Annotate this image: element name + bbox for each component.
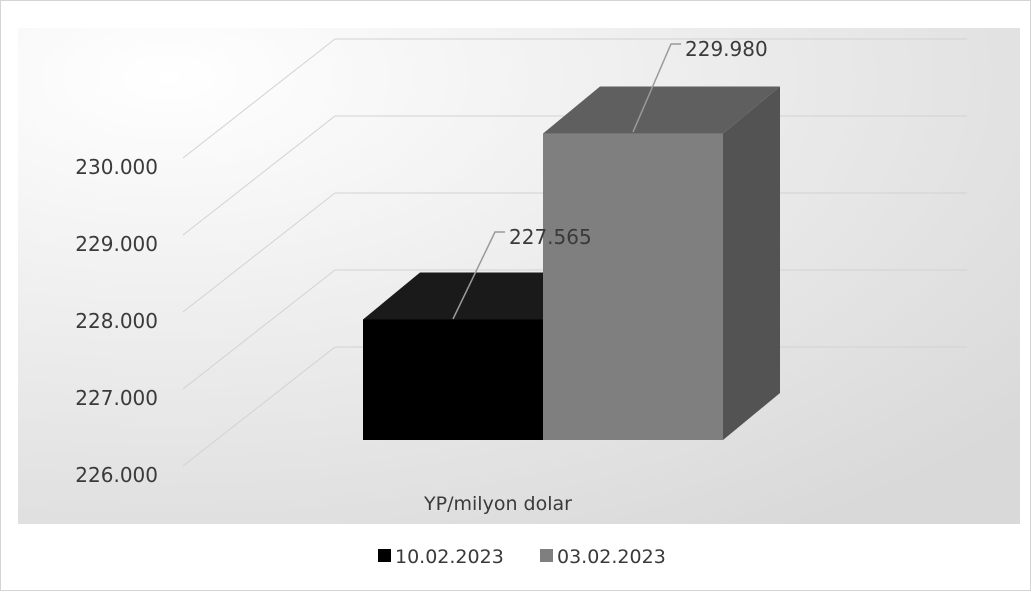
data-label: 227.565	[509, 225, 592, 249]
legend: 10.02.2023 03.02.2023	[378, 546, 666, 568]
y-tick-label: 227.000	[75, 386, 158, 410]
gridline-diagonal	[182, 269, 336, 390]
data-label: 229.980	[685, 37, 768, 61]
gridline-diagonal	[182, 115, 336, 236]
bar-front-face	[543, 133, 723, 441]
category-label: YP/milyon dolar	[423, 493, 572, 515]
gridline-diagonal	[182, 192, 336, 313]
legend-label: 03.02.2023	[557, 546, 666, 568]
bar-top-face	[363, 272, 600, 320]
y-tick-label: 230.000	[75, 155, 158, 179]
y-tick-label: 226.000	[75, 463, 158, 487]
data-labels: 227.565 229.980	[452, 37, 768, 320]
gridline-diagonal	[182, 38, 336, 159]
data-label-leader	[632, 43, 681, 133]
y-tick-label: 229.000	[75, 232, 158, 256]
legend-label: 10.02.2023	[395, 546, 504, 568]
bars	[363, 86, 780, 441]
y-tick-label: 228.000	[75, 309, 158, 333]
data-label-leader	[452, 231, 505, 320]
legend-swatch	[378, 549, 391, 562]
bar-side-face	[723, 86, 780, 440]
bar-03.02.2023	[543, 86, 780, 441]
gridline-diagonal	[182, 346, 336, 467]
bar-top-face	[543, 86, 780, 134]
y-axis-tick-labels: 226.000 227.000 228.000 229.000 230.000	[75, 155, 158, 487]
legend-swatch	[540, 549, 553, 562]
bar-front-face	[363, 319, 543, 440]
